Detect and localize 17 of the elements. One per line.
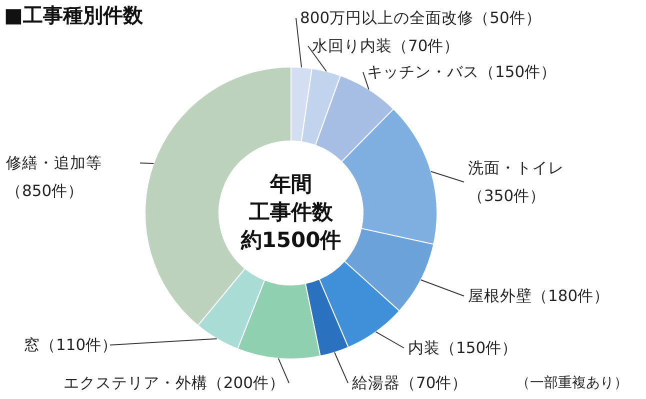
- slice-label: 800万円以上の全面改修（50件）: [300, 9, 542, 27]
- slice-label: 屋根外壁（180件）: [468, 287, 610, 305]
- text: 約1500件: [240, 228, 342, 252]
- text: （一部重複あり）: [516, 375, 628, 391]
- chart-title: ■工事種別件数: [4, 3, 144, 27]
- slice-label: エクステリア・外構（200件）: [63, 374, 285, 392]
- text: 年間: [269, 172, 312, 196]
- slice-label: キッチン・バス（150件）: [367, 63, 557, 81]
- slice-label: 洗面・トイレ: [468, 159, 564, 177]
- slice-label: 窓（110件）: [24, 336, 118, 354]
- slice-label: 水回り内装（70件）: [312, 37, 460, 55]
- text: 工事件数: [248, 200, 334, 224]
- slice-label: 内装（150件）: [408, 339, 518, 357]
- slice-label: 給湯器（70件）: [351, 374, 468, 392]
- data-label: （850件）: [6, 182, 84, 200]
- data-label: （350件）: [468, 187, 546, 205]
- slice-label: 修繕・追加等: [6, 154, 102, 172]
